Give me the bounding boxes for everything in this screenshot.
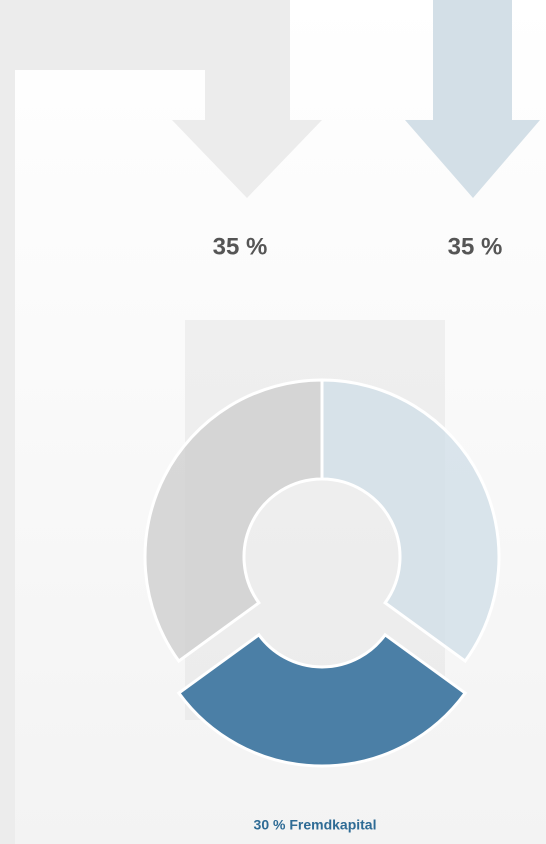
- donut-segment: [143, 378, 324, 664]
- donut-segment: [176, 632, 468, 768]
- left-arrow: [0, 0, 322, 844]
- value-label: 30 % Fremdkapital: [254, 817, 377, 833]
- donut-segment: [320, 378, 501, 664]
- value-label: 35 %: [213, 233, 268, 260]
- value-label: 35 %: [448, 233, 503, 260]
- right-arrow: [405, 0, 540, 198]
- donut-chart: [143, 378, 501, 768]
